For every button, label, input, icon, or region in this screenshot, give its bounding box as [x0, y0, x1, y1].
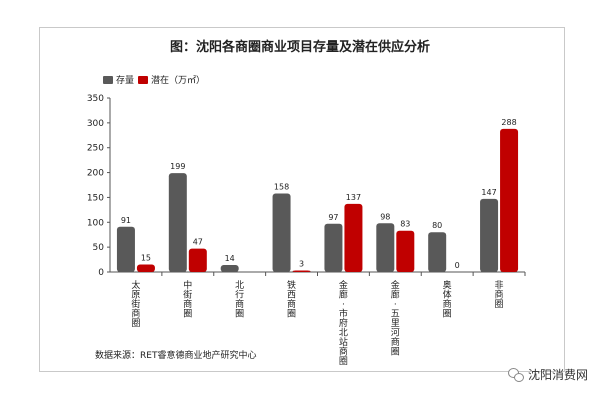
- x-tick-label-char: 圈: [443, 309, 452, 320]
- data-label-stock: 14: [225, 254, 235, 263]
- x-tick-label-char: 五: [391, 310, 400, 320]
- legend-swatch-stock: [103, 75, 113, 84]
- x-tick-label-char: 圈: [183, 309, 192, 320]
- x-tick-label-char: 非: [495, 279, 504, 291]
- chart-frame: [39, 27, 565, 372]
- x-tick-label-char: 圈: [287, 309, 296, 320]
- x-tick-label-char: 圈: [339, 356, 348, 367]
- x-tick-label-char: 北: [339, 328, 348, 339]
- x-tick-label-char: 北: [235, 280, 244, 291]
- x-tick-label-char: 廊: [391, 289, 400, 301]
- data-label-potential: 3: [299, 260, 304, 269]
- x-tick-label-char: 圈: [495, 299, 504, 310]
- x-tick-label-char: 里: [391, 318, 400, 329]
- bar-potential: [500, 128, 519, 272]
- bar-stock: [428, 232, 447, 272]
- bar-stock: [168, 173, 187, 272]
- y-tick-label: 100: [87, 218, 104, 228]
- bar-potential: [188, 248, 207, 272]
- x-tick-label-char: 街: [183, 289, 192, 301]
- x-tick-label-char: 原: [131, 290, 140, 301]
- x-tick-label-char: 商: [391, 336, 400, 348]
- x-tick-label-char: 商: [339, 346, 348, 358]
- x-tick-label-char: 街: [131, 298, 140, 310]
- legend-label-potential: 潜在（万㎡）: [151, 76, 206, 86]
- bar-potential: [292, 270, 311, 272]
- x-tick-label-char: 圈: [131, 318, 140, 329]
- y-tick-label: 0: [98, 268, 104, 278]
- x-tick-label-char: 商: [235, 298, 244, 310]
- x-tick-label-char: 河: [391, 327, 400, 339]
- legend-swatch-potential: [138, 75, 149, 84]
- x-tick-label-char: 府: [339, 317, 348, 329]
- data-label-stock: 80: [432, 221, 442, 230]
- x-tick-label-char: 铁: [287, 279, 296, 291]
- watermark-text: 沈阳消费网: [527, 368, 588, 382]
- bar-stock: [272, 193, 291, 272]
- legend-label-stock: 存量: [116, 76, 135, 86]
- legend-item-potential: 潜在（万㎡）: [138, 73, 205, 86]
- bar-potential: [136, 264, 155, 272]
- data-label-potential: 15: [141, 254, 151, 263]
- bar-potential: [344, 203, 363, 272]
- bar-potential: [396, 230, 415, 272]
- x-tick-label-char: 商: [495, 289, 504, 301]
- y-tick-label: 50: [93, 243, 105, 253]
- x-tick-label-char: 圈: [391, 347, 400, 358]
- x-tick-label-char: 站: [339, 336, 348, 348]
- chart-title: 图：沈阳各商圈商业项目存量及潜在供应分析: [169, 40, 430, 55]
- data-label-stock: 98: [380, 212, 390, 221]
- data-label-stock: 97: [328, 213, 338, 222]
- data-label-potential: 83: [400, 220, 410, 229]
- x-tick-label-char: 西: [287, 290, 296, 301]
- x-tick-label-char: 商: [287, 298, 296, 310]
- x-tick-label-char: 行: [235, 289, 244, 301]
- x-tick-label-char: 廊: [339, 289, 348, 301]
- x-tick-label-char: 商: [131, 308, 140, 320]
- x-tick-label-char: 圈: [235, 309, 244, 320]
- wechat-icon: [507, 367, 524, 382]
- data-label-stock: 91: [121, 216, 131, 225]
- x-tick-label-char: 商: [443, 298, 452, 310]
- bar-stock: [116, 226, 135, 272]
- data-label-potential: 0: [455, 261, 460, 270]
- x-tick-label-char: ·: [342, 300, 345, 310]
- x-tick-label-char: 金: [391, 279, 400, 291]
- x-tick-label-char: 奥: [443, 279, 452, 291]
- legend-item-stock: 存量: [103, 73, 134, 86]
- bar-stock: [324, 223, 343, 272]
- x-tick-label-char: 中: [183, 279, 192, 291]
- bar-stock: [220, 265, 239, 272]
- y-tick-label: 300: [87, 119, 104, 129]
- data-label-potential: 137: [346, 193, 361, 202]
- y-tick-label: 250: [87, 144, 104, 154]
- y-tick-label: 350: [87, 94, 104, 104]
- data-label-potential: 47: [193, 238, 203, 247]
- bar-stock: [480, 198, 499, 272]
- x-tick-label-char: 市: [339, 308, 348, 320]
- x-tick-label-char: ·: [394, 300, 397, 310]
- x-tick-label-char: 太: [131, 279, 140, 291]
- bar-stock: [376, 223, 395, 272]
- y-tick-label: 200: [87, 169, 104, 179]
- x-tick-label-char: 体: [443, 289, 452, 301]
- watermark: 沈阳消费网: [507, 366, 588, 383]
- x-tick-label-char: 金: [339, 279, 348, 291]
- data-label-stock: 147: [481, 188, 496, 197]
- y-tick-label: 150: [87, 193, 104, 203]
- x-tick-label-char: 商: [183, 298, 192, 310]
- source-note: 数据来源：RET睿意德商业地产研究中心: [95, 351, 257, 361]
- data-label-potential: 288: [501, 118, 516, 127]
- chart-legend: 存量 潜在（万㎡）: [103, 73, 209, 86]
- data-label-stock: 158: [274, 182, 289, 191]
- data-label-stock: 199: [170, 162, 185, 171]
